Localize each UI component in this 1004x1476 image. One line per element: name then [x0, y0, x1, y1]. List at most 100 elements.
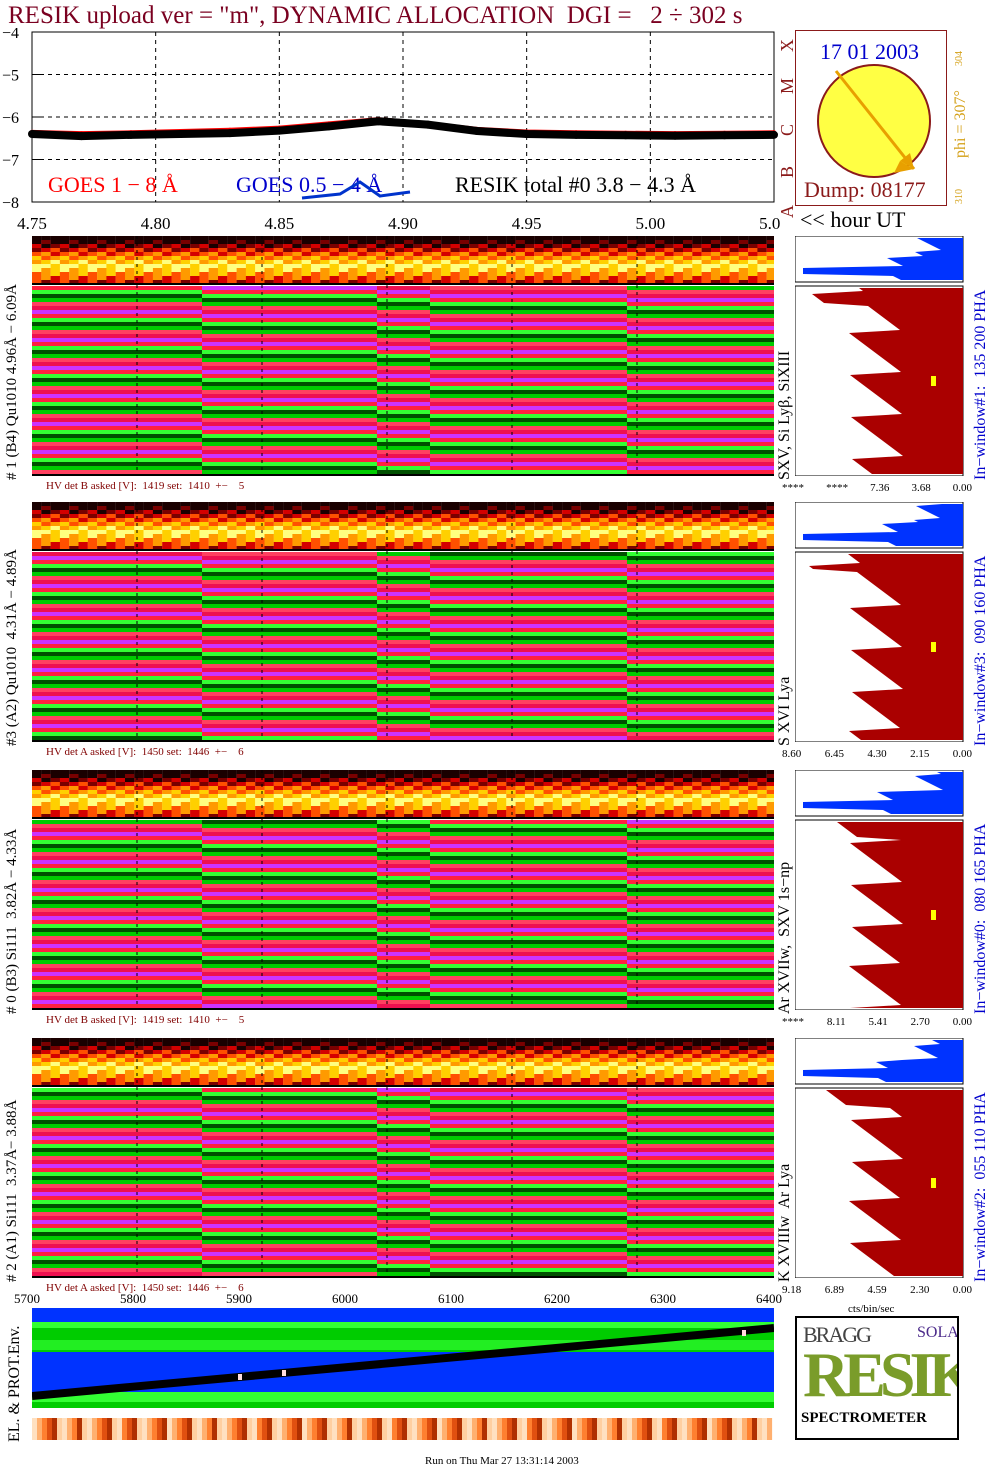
series-point-1: [176, 130, 185, 138]
series-point-1: [275, 126, 284, 135]
sun-phi-small: 304: [954, 51, 965, 66]
detector-panel-0: HV det B asked [V]: 1419 set: 1410 +− 5 #…: [0, 236, 1004, 500]
pha-axis-label: 2.15: [910, 748, 930, 760]
logo-solar: SOLAR: [917, 1324, 959, 1341]
series-point-1: [28, 130, 36, 138]
spectrogram: [32, 502, 774, 742]
lightcurve-series: [28, 117, 778, 141]
sun-disk: [817, 64, 931, 178]
env-x-tick: 5900: [226, 1291, 252, 1306]
env-chart: [32, 1308, 774, 1408]
pha-axis-label: 6.89: [824, 1284, 844, 1296]
logo-spectrometer: SPECTROMETER: [801, 1410, 927, 1426]
detector-ylabel: #3 (A2) Qu1010 4.31Å − 4.89Å: [4, 549, 20, 746]
pha-axis: **** 8.11 5.41 2.70 0.00: [782, 1016, 972, 1028]
pha-histogram: [795, 502, 964, 742]
env-x-tick: 6300: [650, 1291, 676, 1306]
series-point-1: [522, 130, 531, 138]
legend-resik-total: RESIK total #0 3.8 − 4.3 Å: [455, 172, 696, 197]
series-point-1: [770, 130, 778, 139]
lightcurve-x-labels: 4.75 4.80 4.85 4.90 4.95 5.00 5.05: [17, 214, 780, 233]
series-point-1: [671, 131, 680, 140]
sun-date: 17 01 2003: [820, 39, 919, 64]
series-point-1: [324, 122, 333, 131]
legend-goes-1-8: GOES 1 − 8 Å: [48, 172, 178, 197]
spectral-lines-label: SXV, Si Lyβ, SiXIII: [776, 350, 793, 480]
detector-panel-1: HV det A asked [V]: 1450 set: 1446 +− 6 #…: [0, 502, 1004, 766]
pha-axis-label: 0.00: [952, 748, 972, 760]
goes-05-4-icon: [301, 180, 411, 200]
series-point-1: [473, 127, 482, 136]
x-unit-label: << hour UT: [800, 207, 906, 232]
sun-bottom-small: 310: [954, 189, 965, 204]
pha-axis-label: ****: [782, 482, 804, 494]
hv-label: HV det B asked [V]: 1419 set: 1410 +− 5: [46, 480, 245, 492]
spectral-lines-label: Ar XVIIw, SXV 1s−np: [776, 861, 793, 1014]
pha-axis-label: 0.00: [952, 482, 972, 494]
detector-panel-3: HV det A asked [V]: 1450 set: 1446 +− 6 #…: [0, 1038, 1004, 1302]
series-point-1: [621, 131, 630, 140]
spectrogram: [32, 770, 774, 1010]
pha-axis: **** **** 7.36 3.68 0.00: [782, 482, 972, 494]
lightcurve-y-ticks: −4 −5 −6 −7 −8: [2, 28, 40, 212]
lightcurve-grid: [32, 32, 774, 202]
series-point-1: [126, 130, 135, 139]
series-point-1: [423, 120, 432, 129]
hv-label: HV det B asked [V]: 1419 set: 1410 +− 5: [46, 1014, 245, 1026]
sun-dump: Dump: 08177: [804, 177, 926, 202]
series-point-1: [77, 132, 86, 141]
cts-label: cts/bin/sec: [848, 1303, 895, 1315]
env-color-strip: [32, 1418, 773, 1440]
env-x-tick: 5700: [14, 1291, 40, 1306]
logo-bragg: BRAGG: [803, 1322, 872, 1347]
spectrogram: [32, 236, 774, 476]
env-x-tick: 5800: [120, 1291, 146, 1306]
goes-class-a: A: [777, 205, 797, 218]
y-tick-label: −6: [2, 110, 19, 127]
window-label: In−window#3: 090 160 PHA: [972, 555, 989, 746]
window-label: In−window#0: 080 165 PHA: [972, 823, 989, 1014]
pha-axis-label: 6.45: [824, 748, 844, 760]
pha-axis-label: 4.59: [867, 1284, 887, 1296]
lightcurve-chart: −4 −5 −6 −7 −8 4.75 4.80 4.85 4.90 4.95 5.00 5.05: [2, 28, 780, 233]
spectrogram: [32, 1038, 774, 1278]
pha-axis-label: 0.00: [952, 1016, 972, 1028]
hv-label: HV det A asked [V]: 1450 set: 1446 +− 6: [46, 746, 244, 758]
series-line-1: [31, 117, 775, 141]
x-tick-label: 4.95: [512, 214, 542, 233]
pha-axis-label: 7.36: [870, 482, 890, 494]
env-x-tick: 6100: [438, 1291, 464, 1306]
pha-histogram: [795, 1038, 964, 1278]
pha-histogram: [795, 236, 964, 476]
sun-panel: 17 01 2003 Dump: 08177: [795, 30, 947, 206]
logo-resik: RESIK: [803, 1339, 959, 1410]
x-tick-label: 4.90: [388, 214, 418, 233]
sun-phi: phi = 307°: [952, 90, 969, 158]
x-tick-label: 5.05: [759, 214, 780, 233]
series-point-1: [225, 129, 234, 138]
env-ylabel: EL. & PROT.Env.: [6, 1325, 23, 1442]
pha-axis-label: 0.00: [952, 1284, 972, 1296]
y-tick-label: −8: [2, 195, 19, 212]
spectral-lines-label: K XVIIIw Ar Lya: [776, 1163, 793, 1282]
run-timestamp: Run on Thu Mar 27 13:31:14 2003: [425, 1455, 579, 1467]
y-tick-label: −5: [2, 68, 19, 85]
pha-axis-label: 3.68: [911, 482, 931, 494]
x-tick-label: 4.80: [141, 214, 171, 233]
pha-axis-label: 5.41: [868, 1016, 888, 1028]
detector-panel-2: HV det B asked [V]: 1419 set: 1410 +− 5 #…: [0, 770, 1004, 1034]
x-tick-label: 5.00: [635, 214, 665, 233]
pha-histogram: [795, 770, 964, 1010]
pha-axis: 9.18 6.89 4.59 2.30 0.00: [782, 1284, 972, 1296]
hv-label: HV det A asked [V]: 1450 set: 1446 +− 6: [46, 1282, 244, 1294]
page-title: RESIK upload ver = "m", DYNAMIC ALLOCATI…: [8, 2, 743, 29]
spectral-lines-label: S XVI Lya: [776, 676, 793, 746]
env-x-tick: 6400: [756, 1291, 782, 1306]
pha-axis-label: 2.70: [910, 1016, 930, 1028]
env-x-tick: 6000: [332, 1291, 358, 1306]
series-point-1: [374, 117, 383, 126]
pha-axis-label: 8.60: [782, 748, 802, 760]
pha-axis-label: ****: [782, 1016, 804, 1028]
window-label: In−window#2: 055 110 PHA: [972, 1092, 989, 1282]
series-point-1: [720, 131, 729, 140]
